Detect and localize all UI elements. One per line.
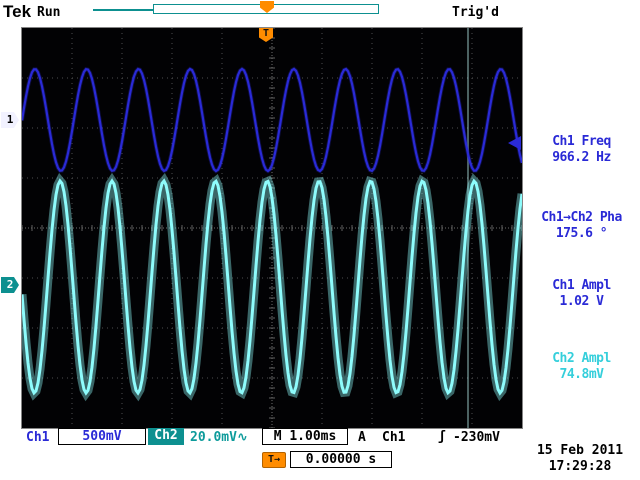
measurement-panel: Ch1 Freq 966.2 Hz Ch1→Ch2 Pha 175.6 ° Ch…	[523, 27, 640, 429]
trigger-slope-icon: ʃ	[438, 429, 446, 444]
measurement-label: Ch1 Ampl	[552, 278, 611, 293]
measurement-label: Ch2 Ampl	[552, 351, 611, 366]
measurement-ch1-ampl: Ch1 Ampl 1.02 V	[523, 278, 640, 310]
measurement-value: 966.2 Hz	[552, 150, 611, 165]
acquisition-state: Run	[37, 5, 61, 20]
measurement-value: 175.6 °	[555, 226, 608, 241]
measurement-label: Ch1 Freq	[552, 134, 611, 149]
trigger-level: -230mV	[453, 430, 500, 445]
measurement-ch2-ampl: Ch2 Ampl 74.8mV	[523, 351, 640, 383]
trigger-position-readout: 0.00000 s	[290, 451, 392, 468]
measurement-value: 74.8mV	[559, 367, 604, 382]
trigger-time-flag: T	[259, 28, 273, 42]
trigger-position-icon: T→	[262, 452, 286, 468]
tek-logo: Tek	[3, 2, 32, 21]
measurement-value: 1.02 V	[559, 294, 604, 309]
measurement-ch1-ch2-phase: Ch1→Ch2 Pha 175.6 °	[523, 210, 640, 242]
graticule: T	[21, 27, 523, 429]
ch1-trace-glow	[22, 66, 522, 174]
time: 17:29:28	[548, 459, 612, 474]
trigger-state: Trig'd	[452, 5, 499, 20]
ch1-scale: 500mV	[58, 428, 146, 445]
record-view-line	[93, 9, 153, 11]
date: 15 Feb 2011	[536, 443, 624, 458]
ch1-ground-marker: 1	[1, 112, 19, 128]
ch2-label: Ch2	[148, 428, 184, 445]
graticule-svg	[22, 28, 522, 428]
ch2-ground-marker: 2	[1, 277, 19, 293]
ch1-trace	[22, 67, 522, 173]
ch1-label: Ch1	[26, 430, 50, 445]
timebase: M 1.00ms	[262, 428, 348, 445]
measurement-label: Ch1→Ch2 Pha	[541, 210, 622, 225]
trigger-position-marker-icon	[260, 1, 274, 13]
ch2-scale: 20.0mV∿	[190, 430, 248, 445]
ch2-trace	[22, 178, 522, 396]
measurement-ch1-freq: Ch1 Freq 966.2 Hz	[523, 134, 640, 166]
trigger-prefix: A	[358, 430, 366, 445]
trigger-source: Ch1	[382, 430, 406, 445]
